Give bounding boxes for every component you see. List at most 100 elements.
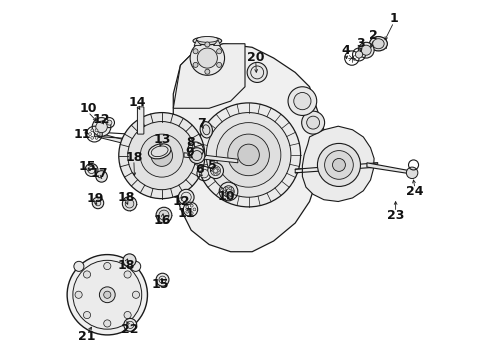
Circle shape bbox=[92, 118, 111, 136]
Circle shape bbox=[96, 121, 107, 133]
Circle shape bbox=[238, 144, 259, 166]
Text: 11: 11 bbox=[74, 127, 91, 141]
Circle shape bbox=[186, 206, 189, 208]
Circle shape bbox=[302, 111, 324, 134]
Text: 9: 9 bbox=[185, 146, 194, 159]
Text: 3: 3 bbox=[356, 36, 365, 50]
Circle shape bbox=[83, 271, 91, 278]
Text: 12: 12 bbox=[93, 113, 110, 126]
Circle shape bbox=[318, 143, 361, 186]
Circle shape bbox=[189, 148, 205, 163]
Polygon shape bbox=[173, 44, 245, 108]
Circle shape bbox=[358, 42, 374, 58]
Circle shape bbox=[205, 69, 210, 74]
Circle shape bbox=[228, 134, 270, 176]
Circle shape bbox=[200, 169, 208, 178]
Circle shape bbox=[119, 113, 205, 199]
Text: 15: 15 bbox=[78, 160, 96, 173]
Circle shape bbox=[193, 208, 196, 211]
Circle shape bbox=[223, 190, 226, 193]
Circle shape bbox=[122, 197, 137, 211]
Circle shape bbox=[213, 167, 215, 169]
Circle shape bbox=[124, 271, 131, 278]
Circle shape bbox=[192, 150, 202, 161]
Text: 20: 20 bbox=[247, 51, 265, 64]
Text: 17: 17 bbox=[91, 167, 108, 180]
Circle shape bbox=[216, 123, 281, 187]
Circle shape bbox=[213, 172, 215, 174]
Circle shape bbox=[67, 255, 147, 335]
Circle shape bbox=[355, 51, 363, 58]
Polygon shape bbox=[95, 132, 141, 148]
Circle shape bbox=[151, 145, 172, 166]
Circle shape bbox=[126, 321, 134, 328]
Circle shape bbox=[95, 136, 98, 139]
Circle shape bbox=[247, 62, 267, 82]
Text: 5: 5 bbox=[208, 159, 217, 172]
Circle shape bbox=[131, 261, 141, 271]
Text: 1: 1 bbox=[390, 12, 398, 25]
Text: 22: 22 bbox=[121, 323, 138, 336]
Polygon shape bbox=[194, 40, 201, 45]
Circle shape bbox=[205, 42, 210, 47]
Circle shape bbox=[406, 167, 418, 179]
Circle shape bbox=[85, 163, 98, 176]
Polygon shape bbox=[184, 153, 238, 163]
Circle shape bbox=[125, 199, 134, 208]
Circle shape bbox=[196, 103, 300, 207]
Text: 14: 14 bbox=[129, 96, 146, 109]
Circle shape bbox=[217, 62, 221, 67]
Text: 7: 7 bbox=[197, 117, 206, 130]
Circle shape bbox=[193, 49, 198, 54]
Ellipse shape bbox=[196, 37, 218, 42]
Circle shape bbox=[140, 134, 183, 177]
Circle shape bbox=[294, 93, 311, 110]
Circle shape bbox=[104, 291, 111, 298]
Circle shape bbox=[156, 273, 169, 286]
Text: 23: 23 bbox=[387, 209, 404, 222]
Circle shape bbox=[225, 187, 228, 190]
Polygon shape bbox=[173, 44, 324, 252]
Ellipse shape bbox=[151, 146, 168, 157]
Circle shape bbox=[361, 45, 371, 55]
Circle shape bbox=[104, 262, 111, 270]
Circle shape bbox=[92, 197, 104, 209]
Circle shape bbox=[89, 133, 92, 135]
Circle shape bbox=[217, 49, 221, 54]
Circle shape bbox=[124, 311, 131, 319]
Circle shape bbox=[190, 41, 224, 75]
Circle shape bbox=[229, 187, 232, 190]
Text: 18: 18 bbox=[125, 150, 143, 163]
Circle shape bbox=[159, 210, 169, 220]
Circle shape bbox=[104, 320, 111, 327]
Circle shape bbox=[229, 193, 232, 196]
Circle shape bbox=[193, 62, 198, 67]
Circle shape bbox=[75, 291, 82, 298]
Circle shape bbox=[91, 136, 94, 139]
Ellipse shape bbox=[369, 37, 388, 51]
Text: 16: 16 bbox=[154, 214, 171, 227]
Circle shape bbox=[178, 189, 194, 205]
Ellipse shape bbox=[148, 144, 171, 159]
Circle shape bbox=[156, 207, 172, 223]
Text: 2: 2 bbox=[369, 29, 378, 42]
Circle shape bbox=[123, 254, 136, 267]
Polygon shape bbox=[214, 40, 220, 45]
Circle shape bbox=[99, 287, 115, 303]
Ellipse shape bbox=[193, 37, 221, 45]
Circle shape bbox=[324, 150, 353, 179]
Circle shape bbox=[91, 129, 94, 132]
Circle shape bbox=[208, 163, 223, 179]
Circle shape bbox=[107, 120, 112, 125]
Ellipse shape bbox=[373, 39, 384, 49]
Polygon shape bbox=[302, 126, 374, 202]
Text: 18: 18 bbox=[117, 191, 135, 204]
Text: 11: 11 bbox=[177, 207, 195, 220]
Text: 13: 13 bbox=[153, 132, 171, 145]
Circle shape bbox=[124, 319, 137, 331]
Circle shape bbox=[96, 171, 107, 182]
Circle shape bbox=[190, 212, 193, 215]
Circle shape bbox=[216, 172, 218, 174]
Circle shape bbox=[223, 186, 234, 197]
Circle shape bbox=[128, 122, 196, 190]
